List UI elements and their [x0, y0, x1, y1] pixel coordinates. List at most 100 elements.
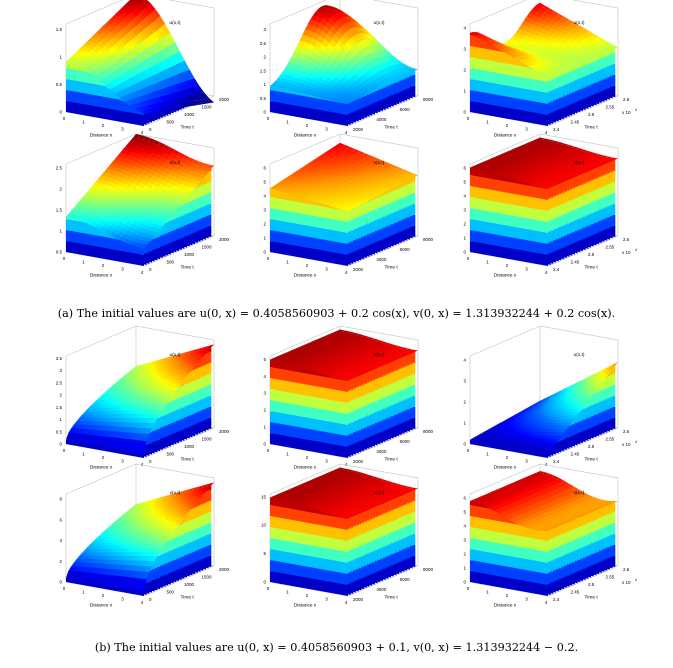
t-tick-label: 2.55 — [606, 575, 615, 580]
x-tick-label: 3 — [121, 267, 124, 272]
panel-title: v(x,t) — [374, 490, 385, 496]
x-tick-label: 1 — [82, 120, 85, 125]
x-axis-label: Distance x — [90, 602, 113, 608]
x-tick-labels: 0 1 2 3 4 — [467, 116, 548, 135]
axis-exponent-power: 4 — [635, 108, 637, 112]
x-tick-labels: 0 1 2 3 4 — [267, 116, 348, 135]
surface-v — [66, 482, 214, 596]
panel-title: u(x,t) — [170, 352, 181, 358]
t-tick-labels: 0 500 1000 1500 2000 — [149, 237, 230, 272]
panel-title: v(x,t) — [170, 490, 181, 496]
x-axis-label: Distance x — [294, 272, 317, 278]
t-tick-label: 6000 — [400, 577, 411, 582]
surface-panel-4: v(x,t)0.511.522.5012340500100015002000Di… — [56, 133, 230, 278]
panel-title: u(x,t) — [574, 20, 585, 26]
x-tick-label: 0 — [267, 116, 270, 121]
surface-panel-8: u(x,t) 0 1 2 3 4 5 0 1 2 3 4 2000 4000 6000 8000 Distanc… — [263, 325, 434, 470]
x-axis-label: Distance x — [294, 132, 317, 138]
z-tick-label: 5 — [263, 551, 266, 556]
x-tick-label: 4 — [141, 462, 144, 467]
z-tick-label: 1 — [463, 566, 466, 571]
z-tick-labels: 0 2 4 6 8 — [59, 497, 62, 585]
z-tick-labels: 0 0.5 1 1.5 2 2.5 3 — [260, 27, 267, 115]
panel-title: u(x,t) — [374, 20, 385, 26]
t-tick-label: 2000 — [219, 97, 230, 102]
z-tick-label: 2 — [263, 55, 266, 60]
z-tick-label: 4 — [463, 524, 466, 529]
z-tick-label: 3 — [463, 208, 466, 213]
t-tick-labels: 2.4 2.45 2.5 2.55 2.6 — [553, 429, 630, 464]
t-tick-label: 1000 — [184, 112, 195, 117]
z-tick-label: 5 — [463, 510, 466, 515]
axis-exponent: x 10 — [622, 580, 631, 585]
z-tick-label: 4 — [463, 358, 466, 363]
x-axis-label: Distance x — [294, 602, 317, 608]
t-tick-label: 0 — [149, 267, 152, 272]
x-tick-label: 2 — [102, 455, 105, 460]
z-tick-label: 1 — [59, 229, 62, 234]
t-axis-label: Time t — [585, 595, 599, 601]
t-tick-label: 4000 — [376, 449, 387, 454]
x-axis-label: Distance x — [90, 464, 113, 470]
x-axis-label: Distance x — [90, 272, 113, 278]
z-tick-label: 2 — [463, 222, 466, 227]
x-axis-label: Distance x — [294, 464, 317, 470]
z-tick-label: 2.5 — [260, 41, 267, 46]
z-tick-labels: 0 1 2 3 4 5 6 — [463, 496, 466, 585]
t-tick-label: 2.45 — [571, 590, 580, 595]
z-tick-labels: 0 1 2 3 4 5 6 — [263, 166, 266, 255]
x-tick-labels: 0 1 2 3 4 — [267, 448, 348, 467]
x-tick-label: 0 — [63, 256, 66, 261]
x-tick-labels: 0 1 2 3 4 — [63, 116, 144, 135]
x-tick-label: 1 — [286, 590, 289, 595]
z-tick-label: 1 — [263, 425, 266, 430]
t-tick-label: 2.55 — [606, 437, 615, 442]
x-tick-labels: 0 1 2 3 4 — [467, 448, 548, 467]
axis-exponent-power: 4 — [635, 440, 637, 444]
x-tick-label: 1 — [286, 120, 289, 125]
panel-title: v(x,t) — [170, 160, 181, 166]
t-tick-label: 500 — [167, 120, 175, 125]
panel-title: u(x,t) — [170, 20, 181, 26]
z-tick-labels: 0 1 2 3 4 5 — [263, 357, 266, 447]
axis-exponent: x 10 — [622, 110, 631, 115]
t-tick-label: 2000 — [353, 267, 364, 272]
z-tick-label: 1 — [263, 236, 266, 241]
z-tick-label: 2 — [463, 400, 466, 405]
z-tick-label: 0 — [263, 110, 266, 115]
t-tick-label: 6000 — [400, 107, 411, 112]
z-tick-label: 0 — [59, 110, 62, 115]
x-tick-label: 4 — [545, 270, 548, 275]
panel-title: u(x,t) — [574, 352, 585, 358]
panel-title: u(x,t) — [374, 352, 385, 358]
x-axis-label: Distance x — [494, 132, 517, 138]
t-axis-label: Time t — [181, 457, 195, 463]
t-tick-labels: 2000 4000 6000 8000 — [353, 567, 434, 602]
x-tick-label: 1 — [82, 260, 85, 265]
z-tick-label: 0.5 — [56, 250, 63, 255]
t-tick-labels: 2.4 2.45 2.5 2.55 2.6 — [553, 237, 630, 272]
t-axis-label: Time t — [385, 595, 399, 601]
x-tick-label: 3 — [121, 459, 124, 464]
t-axis-label: Time t — [585, 265, 599, 271]
surface-panel-1: u(x,t)00.511.5012340500100015002000Dista… — [56, 0, 230, 138]
t-tick-label: 2.45 — [571, 120, 580, 125]
caption-b: (b) The initial values are u(0, x) = 0.4… — [94, 641, 579, 654]
x-tick-labels: 0 1 2 3 4 — [63, 448, 144, 467]
z-tick-label: 1.5 — [260, 68, 267, 73]
z-tick-label: 2 — [263, 408, 266, 413]
x-tick-label: 1 — [486, 260, 489, 265]
t-tick-label: 2.4 — [553, 267, 560, 272]
t-tick-label: 500 — [167, 260, 175, 265]
z-tick-label: 6 — [263, 166, 266, 171]
x-tick-label: 4 — [345, 600, 348, 605]
surface-v — [270, 142, 418, 266]
surface-v — [270, 467, 418, 596]
t-axis-label: Time t — [585, 125, 599, 131]
z-tick-labels: 0 5 10 15 — [261, 494, 267, 584]
axis-exponent-power: 4 — [635, 248, 637, 252]
x-tick-label: 4 — [141, 130, 144, 135]
z-tick-label: 1.5 — [56, 208, 63, 213]
surface-panel-7: u(x,t)00.511.522.533.5012340500100015002… — [56, 325, 230, 470]
